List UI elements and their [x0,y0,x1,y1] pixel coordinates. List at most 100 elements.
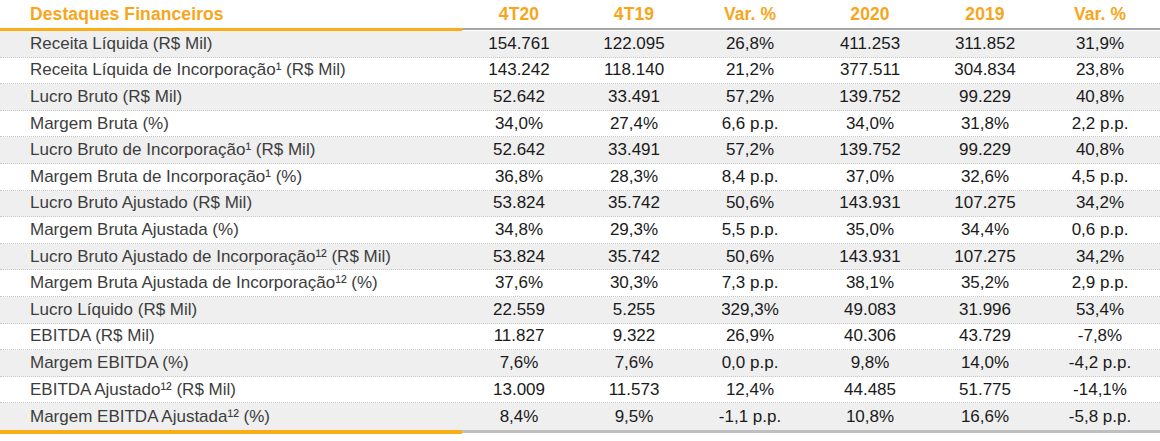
cell-4t19: 30,3% [578,273,690,293]
header-rule-gray [462,28,1160,30]
cell-var-y: 2,2 p.p. [1040,114,1160,134]
footer-rule-orange [0,430,462,434]
table-row: Margem Bruta Ajustada de Incorporação¹² … [0,270,1160,297]
cell-var-y: 34,2% [1040,193,1160,213]
cell-var-y: 0,6 p.p. [1040,220,1160,240]
table-row: Lucro Bruto Ajustado (R$ Mil) 53.824 35.… [0,191,1160,218]
cell-2020: 143.931 [810,193,930,213]
cell-var-y: 40,8% [1040,87,1160,107]
row-label: Lucro Líquido (R$ Mil) [0,300,460,320]
column-header-4t19: 4T19 [578,4,690,25]
row-label: Lucro Bruto Ajustado (R$ Mil) [0,193,460,213]
cell-4t20: 34,0% [460,114,578,134]
cell-2019: 107.275 [930,247,1040,267]
row-label: Margem Bruta Ajustada (%) [0,220,460,240]
cell-var-q: 50,6% [690,247,810,267]
table-row: Margem Bruta (%) 34,0% 27,4% 6,6 p.p. 34… [0,111,1160,138]
table-row: EBITDA Ajustado¹² (R$ Mil) 13.009 11.573… [0,377,1160,404]
cell-4t20: 37,6% [460,273,578,293]
table-row: EBITDA (R$ Mil) 11.827 9.322 26,9% 40.30… [0,324,1160,351]
cell-4t19: 33.491 [578,87,690,107]
header-rule-orange [0,28,462,31]
column-header-4t20: 4T20 [460,4,578,25]
table-row: Margem EBITDA Ajustada¹² (%) 8,4% 9,5% -… [0,403,1160,430]
cell-2020: 139.752 [810,87,930,107]
cell-2020: 35,0% [810,220,930,240]
cell-2020: 44.485 [810,380,930,400]
cell-2020: 143.931 [810,247,930,267]
cell-4t20: 143.242 [460,60,578,80]
cell-4t19: 11.573 [578,380,690,400]
cell-4t20: 7,6% [460,353,578,373]
column-header-2019: 2019 [930,4,1040,25]
cell-4t19: 7,6% [578,353,690,373]
cell-var-y: -7,8% [1040,326,1160,346]
cell-var-q: 57,2% [690,140,810,160]
table-row: Lucro Bruto de Incorporação¹ (R$ Mil) 52… [0,137,1160,164]
cell-var-q: 7,3 p.p. [690,273,810,293]
cell-var-q: 26,9% [690,326,810,346]
cell-4t19: 118.140 [578,60,690,80]
table-title: Destaques Financeiros [0,4,460,25]
cell-4t20: 52.642 [460,87,578,107]
row-label: Lucro Bruto Ajustado de Incorporação¹² (… [0,247,460,267]
cell-var-y: 23,8% [1040,60,1160,80]
cell-4t19: 28,3% [578,167,690,187]
table-row: Margem Bruta Ajustada (%) 34,8% 29,3% 5,… [0,217,1160,244]
cell-var-y: 53,4% [1040,300,1160,320]
cell-var-q: 6,6 p.p. [690,114,810,134]
cell-2019: 311.852 [930,34,1040,54]
cell-2019: 16,6% [930,407,1040,427]
cell-var-y: 2,9 p.p. [1040,273,1160,293]
table-row: Lucro Bruto (R$ Mil) 52.642 33.491 57,2%… [0,84,1160,111]
cell-var-q: 50,6% [690,193,810,213]
table-row: Margem EBITDA (%) 7,6% 7,6% 0,0 p.p. 9,8… [0,350,1160,377]
table-header-row: Destaques Financeiros 4T20 4T19 Var. % 2… [0,0,1160,28]
cell-var-y: -5,8 p.p. [1040,407,1160,427]
row-label: Receita Líquida (R$ Mil) [0,34,460,54]
cell-var-y: 4,5 p.p. [1040,167,1160,187]
cell-var-y: 34,2% [1040,247,1160,267]
cell-2020: 411.253 [810,34,930,54]
row-label: Receita Líquida de Incorporação¹ (R$ Mil… [0,60,460,80]
cell-2019: 304.834 [930,60,1040,80]
cell-4t19: 5.255 [578,300,690,320]
cell-2020: 10,8% [810,407,930,427]
cell-2019: 51.775 [930,380,1040,400]
footer-rule-gray [462,430,1160,433]
table-row: Margem Bruta de Incorporação¹ (%) 36,8% … [0,164,1160,191]
cell-2019: 99.229 [930,140,1040,160]
cell-var-q: 329,3% [690,300,810,320]
cell-var-q: 0,0 p.p. [690,353,810,373]
row-label: Lucro Bruto de Incorporação¹ (R$ Mil) [0,140,460,160]
cell-4t19: 35.742 [578,247,690,267]
cell-4t20: 36,8% [460,167,578,187]
cell-2020: 34,0% [810,114,930,134]
cell-4t19: 35.742 [578,193,690,213]
cell-2019: 43.729 [930,326,1040,346]
cell-4t20: 13.009 [460,380,578,400]
table-row: Lucro Líquido (R$ Mil) 22.559 5.255 329,… [0,297,1160,324]
cell-var-y: 31,9% [1040,34,1160,54]
cell-2019: 99.229 [930,87,1040,107]
column-header-2020: 2020 [810,4,930,25]
cell-4t19: 9,5% [578,407,690,427]
cell-2019: 31.996 [930,300,1040,320]
cell-4t20: 53.824 [460,247,578,267]
cell-4t19: 29,3% [578,220,690,240]
cell-2019: 31,8% [930,114,1040,134]
row-label: Lucro Bruto (R$ Mil) [0,87,460,107]
cell-2019: 32,6% [930,167,1040,187]
row-label: Margem Bruta (%) [0,114,460,134]
row-label: Margem Bruta Ajustada de Incorporação¹² … [0,273,460,293]
cell-4t19: 33.491 [578,140,690,160]
cell-var-q: 8,4 p.p. [690,167,810,187]
cell-4t19: 122.095 [578,34,690,54]
cell-4t20: 22.559 [460,300,578,320]
cell-2020: 9,8% [810,353,930,373]
cell-var-y: -14,1% [1040,380,1160,400]
cell-4t19: 9.322 [578,326,690,346]
cell-4t20: 8,4% [460,407,578,427]
cell-var-q: 57,2% [690,87,810,107]
row-label: Margem Bruta de Incorporação¹ (%) [0,167,460,187]
